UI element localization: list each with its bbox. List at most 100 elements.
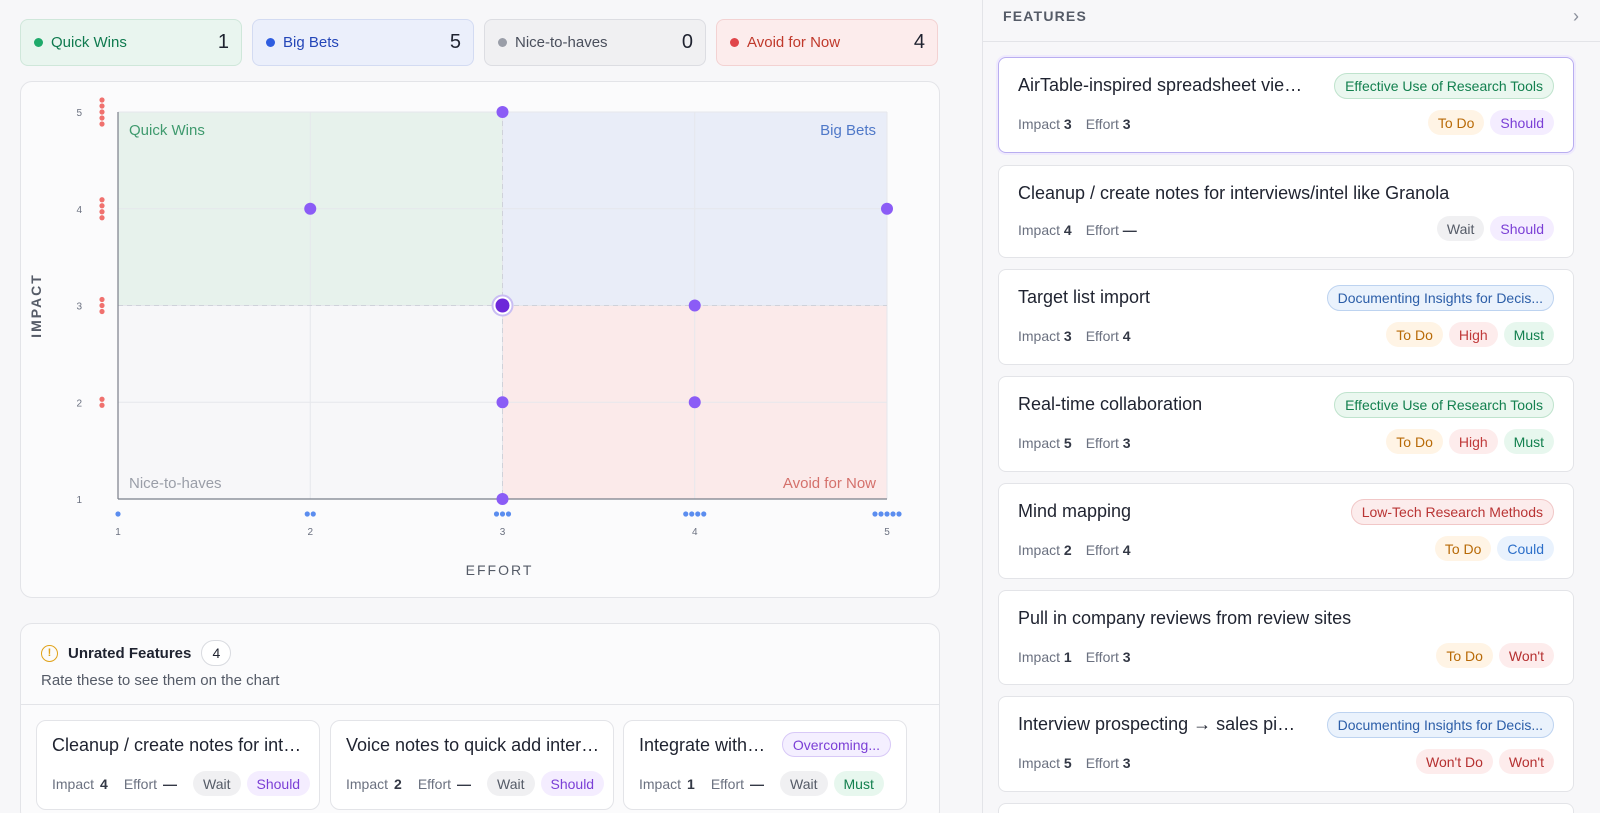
data-point (881, 202, 893, 215)
x-distribution-dot (701, 511, 707, 517)
status-pill[interactable]: Wait (1436, 216, 1485, 241)
feature-card[interactable]: Mind mapping Low-Tech Research Methods I… (998, 483, 1574, 579)
feature-card[interactable]: Target list import Documenting Insights … (998, 269, 1574, 365)
feature-card[interactable] (998, 803, 1574, 813)
status-pill[interactable]: To Do (1427, 110, 1485, 135)
status-pill[interactable]: Wait (193, 771, 241, 796)
feature-card[interactable]: Interview prospecting → sales pipeline D… (998, 696, 1574, 792)
x-distribution-dot (499, 511, 506, 517)
x-distribution-dot (872, 511, 878, 517)
x-distribution-dot (695, 511, 701, 517)
unrated-card-title: Cleanup / create notes for interviews/in… (52, 735, 306, 755)
feature-meta: Impact 5 Effort 3 (1018, 755, 1145, 771)
y-distribution-dot (99, 209, 105, 215)
x-tick-label: 4 (692, 527, 698, 538)
impact-value: 1 (1063, 649, 1072, 665)
theme-tag[interactable]: Documenting Insights for Decis... (1326, 285, 1554, 311)
summary-count: 5 (449, 31, 461, 53)
unrated-card-meta: Impact 2 Effort — Wait Should (346, 771, 605, 796)
quick-wins-dot-icon (34, 38, 43, 47)
unrated-card[interactable]: Voice notes to quick add interviews Impa… (330, 720, 614, 810)
feature-meta: Impact 1 Effort 3 (1018, 649, 1145, 665)
impact-label: Impact (1018, 755, 1061, 771)
priority-pill[interactable]: Should (1490, 110, 1554, 135)
x-distribution-dot (505, 511, 512, 517)
unrated-card[interactable]: Cleanup / create notes for interviews/in… (36, 720, 320, 810)
feature-meta: Impact 3 Effort 4 (1018, 328, 1145, 344)
status-pill[interactable]: Won't Do (1416, 749, 1493, 774)
priority-pill[interactable]: Must (1503, 322, 1554, 347)
priority-pill[interactable]: Should (540, 771, 605, 796)
status-pill[interactable]: To Do (1434, 536, 1492, 561)
y-distribution-dot (99, 402, 105, 408)
priority-pill[interactable]: Must (833, 771, 884, 796)
unrated-card[interactable]: Integrate with tools Overcoming... Impac… (623, 720, 907, 810)
summary-quick-wins[interactable]: Quick Wins 1 (20, 19, 242, 66)
feature-title: Real-time collaboration (1018, 394, 1203, 414)
theme-tag[interactable]: Low-Tech Research Methods (1350, 499, 1554, 525)
effort-label: Effort (1085, 649, 1119, 665)
impact-value: 2 (394, 775, 402, 792)
status-pill[interactable]: To Do (1386, 429, 1443, 454)
theme-tag[interactable]: Documenting Insights for Decis... (1326, 712, 1554, 738)
y-distribution-dot (99, 121, 105, 127)
priority-pill[interactable]: Must (1503, 429, 1554, 454)
feature-card[interactable]: Real-time collaboration Effective Use of… (998, 376, 1574, 472)
unrated-card-meta: Impact 4 Effort — Wait Should (52, 771, 311, 796)
theme-tag[interactable]: Effective Use of Research Tools (1334, 73, 1554, 99)
y-tick-label: 5 (76, 108, 82, 119)
x-distribution-dot (878, 511, 884, 517)
status-pill[interactable]: To Do (1386, 322, 1443, 347)
feature-title: Interview prospecting → sales pipeline (1018, 714, 1298, 734)
feature-pills: To Do High Must (1386, 322, 1554, 347)
summary-label: Big Bets (283, 34, 339, 51)
feature-pills: Wait Should (1436, 216, 1554, 241)
y-distribution-dot (99, 302, 105, 309)
unrated-title: Unrated Features (68, 644, 192, 662)
x-distribution-dot (683, 511, 689, 517)
priority-pill[interactable]: Should (1490, 216, 1554, 241)
summary-avoid-for-now[interactable]: Avoid for Now 4 (716, 19, 938, 66)
status-pill[interactable]: Wait (487, 771, 535, 796)
effort-value: — (1122, 222, 1137, 238)
y-tick-label: 1 (76, 495, 82, 506)
status-pill[interactable]: Wait (780, 771, 828, 796)
impact-value: 4 (1063, 222, 1072, 238)
status-pill[interactable]: To Do (1436, 643, 1493, 668)
x-distribution-dot (493, 511, 500, 517)
summary-big-bets[interactable]: Big Bets 5 (252, 19, 474, 66)
x-distribution-dot (310, 511, 316, 517)
unrated-card-title: Voice notes to quick add interviews (346, 735, 600, 755)
chevron-right-icon[interactable]: › (1573, 6, 1579, 26)
effort-value: 3 (1122, 649, 1131, 665)
feature-card[interactable]: Pull in company reviews from review site… (998, 590, 1574, 685)
summary-nice-to-haves[interactable]: Nice-to-haves 0 (484, 19, 706, 66)
x-distribution-dot (884, 511, 890, 517)
priority-pill[interactable]: Should (246, 771, 311, 796)
impact-label: Impact (639, 775, 682, 792)
urgency-pill[interactable]: High (1448, 322, 1498, 347)
y-distribution-dot (99, 203, 105, 209)
feature-card[interactable]: AirTable-inspired spreadsheet view for r… (998, 57, 1574, 153)
y-distribution-dot (99, 197, 105, 203)
theme-tag[interactable]: Effective Use of Research Tools (1334, 392, 1554, 418)
effort-value: — (750, 775, 765, 792)
urgency-pill[interactable]: High (1448, 429, 1498, 454)
priority-pill[interactable]: Won't (1498, 749, 1554, 774)
impact-effort-chart: Quick Wins Big Bets Nice-to-haves Avoid for… (20, 81, 940, 598)
feature-card[interactable]: Cleanup / create notes for interviews/in… (998, 165, 1574, 258)
feature-title: Pull in company reviews from review site… (1018, 608, 1352, 628)
x-distribution-dot (896, 511, 902, 517)
features-title: FEATURES (1003, 8, 1088, 24)
data-point-selected (495, 298, 510, 313)
theme-tag[interactable]: Overcoming... (781, 732, 891, 757)
unrated-subtitle: Rate these to see them on the chart (41, 672, 280, 689)
unrated-card-meta: Impact 1 Effort — Wait Must (639, 771, 884, 796)
y-distribution-dot (99, 296, 105, 303)
data-point (496, 106, 509, 118)
priority-pill[interactable]: Could (1497, 536, 1554, 561)
priority-pill[interactable]: Won't (1498, 643, 1554, 668)
effort-label: Effort (1085, 435, 1119, 451)
impact-label: Impact (1018, 116, 1061, 132)
effort-value: 4 (1122, 542, 1131, 558)
